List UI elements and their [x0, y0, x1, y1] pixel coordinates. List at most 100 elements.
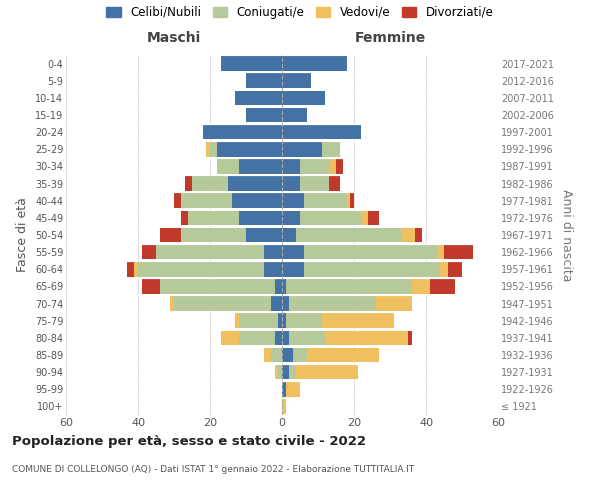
Bar	[289, 296, 376, 311]
Bar	[282, 382, 286, 396]
Bar	[448, 262, 462, 276]
Bar	[347, 194, 350, 208]
Bar	[181, 228, 246, 242]
Bar	[322, 142, 340, 156]
Bar	[228, 176, 282, 191]
Bar	[181, 194, 232, 208]
Bar	[275, 330, 282, 345]
Bar	[444, 245, 473, 260]
Bar	[368, 210, 379, 225]
Bar	[415, 228, 422, 242]
Bar	[282, 194, 304, 208]
Bar	[300, 210, 361, 225]
Bar	[282, 314, 286, 328]
Bar	[206, 142, 210, 156]
Bar	[350, 194, 354, 208]
Bar	[239, 210, 282, 225]
Bar	[217, 142, 282, 156]
Bar	[282, 330, 289, 345]
Y-axis label: Fasce di età: Fasce di età	[16, 198, 29, 272]
Bar	[437, 245, 444, 260]
Bar	[282, 159, 300, 174]
Bar	[174, 296, 271, 311]
Bar	[325, 330, 408, 345]
Bar	[282, 262, 304, 276]
Bar	[217, 159, 239, 174]
Bar	[221, 330, 239, 345]
Bar	[282, 365, 289, 380]
Bar	[264, 262, 282, 276]
Text: COMUNE DI COLLELONGO (AQ) - Dati ISTAT 1° gennaio 2022 - Elaborazione TUTTITALIA: COMUNE DI COLLELONGO (AQ) - Dati ISTAT 1…	[12, 465, 414, 474]
Bar	[329, 176, 340, 191]
Bar	[142, 245, 156, 260]
Bar	[376, 296, 412, 311]
Bar	[282, 245, 304, 260]
Bar	[203, 125, 282, 140]
Bar	[304, 245, 437, 260]
Bar	[282, 348, 293, 362]
Bar	[246, 228, 282, 242]
Bar	[235, 314, 239, 328]
Bar	[181, 210, 188, 225]
Bar	[160, 228, 181, 242]
Bar	[440, 262, 448, 276]
Bar	[232, 194, 282, 208]
Legend: Celibi/Nubili, Coniugati/e, Vedovi/e, Divorziati/e: Celibi/Nubili, Coniugati/e, Vedovi/e, Di…	[106, 6, 494, 19]
Bar	[293, 348, 307, 362]
Bar	[239, 330, 275, 345]
Bar	[275, 365, 278, 380]
Bar	[289, 365, 296, 380]
Bar	[210, 142, 217, 156]
Bar	[282, 142, 322, 156]
Bar	[246, 74, 282, 88]
Bar	[336, 159, 343, 174]
Bar	[286, 314, 322, 328]
Bar	[221, 56, 282, 71]
Bar	[271, 296, 282, 311]
Bar	[235, 90, 282, 105]
Bar	[239, 314, 278, 328]
Bar	[430, 279, 455, 293]
Bar	[296, 228, 401, 242]
Bar	[300, 159, 329, 174]
Bar	[156, 245, 264, 260]
Bar	[304, 262, 440, 276]
Bar	[185, 176, 192, 191]
Bar	[278, 365, 282, 380]
Bar	[246, 108, 282, 122]
Bar	[282, 228, 296, 242]
Bar	[282, 56, 347, 71]
Bar	[282, 74, 311, 88]
Bar	[282, 108, 307, 122]
Bar	[304, 194, 347, 208]
Bar	[160, 279, 275, 293]
Bar	[282, 399, 286, 413]
Bar	[278, 314, 282, 328]
Bar	[329, 159, 336, 174]
Bar	[322, 314, 394, 328]
Bar	[282, 210, 300, 225]
Bar	[264, 245, 282, 260]
Text: Femmine: Femmine	[355, 31, 425, 45]
Bar	[286, 279, 412, 293]
Bar	[282, 125, 361, 140]
Bar	[282, 90, 325, 105]
Bar	[174, 194, 181, 208]
Bar	[192, 176, 228, 191]
Bar	[307, 348, 379, 362]
Bar	[264, 348, 271, 362]
Bar	[282, 176, 300, 191]
Bar	[300, 176, 329, 191]
Bar	[134, 262, 138, 276]
Bar	[289, 330, 325, 345]
Y-axis label: Anni di nascita: Anni di nascita	[560, 188, 573, 281]
Bar	[286, 382, 300, 396]
Bar	[127, 262, 134, 276]
Bar	[408, 330, 412, 345]
Bar	[401, 228, 415, 242]
Bar	[282, 296, 289, 311]
Bar	[296, 365, 358, 380]
Bar	[361, 210, 368, 225]
Text: Maschi: Maschi	[147, 31, 201, 45]
Bar	[138, 262, 264, 276]
